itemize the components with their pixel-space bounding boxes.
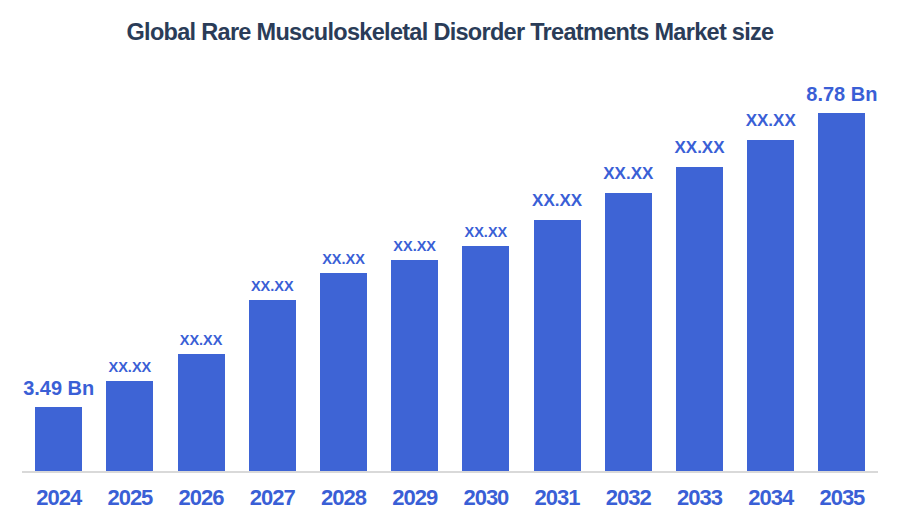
value-label-2026: XX.XX <box>141 333 261 348</box>
bar-2030 <box>462 246 509 471</box>
bar-2028 <box>320 273 367 471</box>
value-label-2028: XX.XX <box>284 252 404 267</box>
year-label-2035: 2035 <box>806 487 878 509</box>
value-label-2025: XX.XX <box>70 360 190 375</box>
value-label-2027: XX.XX <box>212 279 332 294</box>
bar-2024 <box>35 407 82 471</box>
chart-title: Global Rare Musculoskeletal Disorder Tre… <box>0 19 900 46</box>
bar-2026 <box>178 354 225 471</box>
year-label-2032: 2032 <box>592 487 664 509</box>
bar-2027 <box>249 300 296 471</box>
bar-2034 <box>747 140 794 471</box>
year-label-2025: 2025 <box>94 487 166 509</box>
value-label-2024: 3.49 Bn <box>0 378 119 398</box>
year-label-2026: 2026 <box>165 487 237 509</box>
x-axis-line <box>22 471 878 473</box>
value-label-2029: XX.XX <box>355 239 475 254</box>
year-label-2028: 2028 <box>308 487 380 509</box>
year-label-2030: 2030 <box>450 487 522 509</box>
year-label-2024: 2024 <box>23 487 95 509</box>
bar-2035 <box>818 113 865 471</box>
year-label-2031: 2031 <box>521 487 593 509</box>
value-label-2035: 8.78 Bn <box>782 84 900 104</box>
year-label-2029: 2029 <box>379 487 451 509</box>
value-label-2030: XX.XX <box>426 225 546 240</box>
year-label-2027: 2027 <box>236 487 308 509</box>
bar-2033 <box>676 167 723 471</box>
bar-2025 <box>106 381 153 471</box>
value-label-2031: XX.XX <box>497 192 617 209</box>
year-label-2034: 2034 <box>735 487 807 509</box>
bar-2031 <box>534 220 581 471</box>
value-label-2034: XX.XX <box>711 112 831 129</box>
value-label-2032: XX.XX <box>568 165 688 182</box>
bar-2029 <box>391 260 438 471</box>
chart: Global Rare Musculoskeletal Disorder Tre… <box>0 0 900 525</box>
year-label-2033: 2033 <box>664 487 736 509</box>
value-label-2033: XX.XX <box>640 139 760 156</box>
bar-2032 <box>605 193 652 471</box>
